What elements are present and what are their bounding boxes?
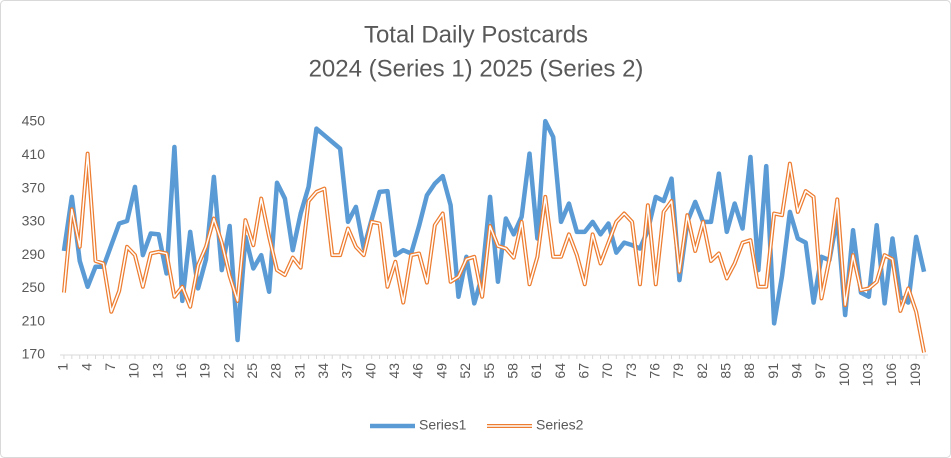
x-tick-label: 10 <box>126 363 142 379</box>
x-tick-label: 22 <box>220 363 236 379</box>
x-tick-label: 88 <box>741 363 757 379</box>
x-tick-label: 61 <box>528 363 544 379</box>
x-tick-label: 4 <box>78 363 94 371</box>
x-tick-label: 49 <box>433 363 449 379</box>
x-tick-label: 67 <box>575 363 591 379</box>
y-tick-label: 330 <box>22 213 46 229</box>
x-tick-label: 7 <box>102 363 118 371</box>
x-tick-label: 43 <box>386 363 402 379</box>
x-tick-label: 73 <box>623 363 639 379</box>
x-tick-label: 55 <box>481 363 497 379</box>
x-tick-label: 79 <box>670 363 686 379</box>
chart-title: Total Daily Postcards <box>364 21 588 48</box>
y-tick-label: 370 <box>22 179 46 195</box>
x-tick-label: 31 <box>291 363 307 379</box>
x-tick-label: 82 <box>694 363 710 379</box>
x-tick-label: 85 <box>717 363 733 379</box>
x-tick-label: 13 <box>149 363 165 379</box>
x-tick-label: 34 <box>315 363 331 379</box>
y-tick-label: 170 <box>22 346 46 362</box>
y-tick-label: 410 <box>22 146 46 162</box>
x-tick-label: 76 <box>646 363 662 379</box>
x-tick-label: 97 <box>812 363 828 379</box>
series-line-inner <box>63 152 925 353</box>
y-tick-label: 450 <box>22 113 46 129</box>
y-tick-label: 290 <box>22 246 46 262</box>
x-tick-label: 1 <box>55 363 71 371</box>
legend-label: Series1 <box>419 417 467 433</box>
x-tick-label: 37 <box>339 363 355 379</box>
x-tick-label: 70 <box>599 363 615 379</box>
x-tick-label: 94 <box>789 363 805 379</box>
x-tick-label: 16 <box>173 363 189 379</box>
x-tick-label: 25 <box>244 363 260 379</box>
y-tick-label: 210 <box>22 312 46 328</box>
x-tick-label: 91 <box>765 363 781 379</box>
chart-subtitle: 2024 (Series 1) 2025 (Series 2) <box>309 55 644 82</box>
x-tick-label: 100 <box>836 363 852 387</box>
legend-label: Series2 <box>536 417 584 433</box>
x-tick-label: 106 <box>883 363 899 387</box>
x-tick-label: 40 <box>362 363 378 379</box>
x-tick-label: 52 <box>457 363 473 379</box>
x-tick-label: 46 <box>410 363 426 379</box>
x-tick-label: 28 <box>268 363 284 379</box>
x-tick-label: 103 <box>860 363 876 387</box>
x-tick-label: 64 <box>552 363 568 379</box>
x-tick-label: 109 <box>907 363 923 387</box>
y-tick-label: 250 <box>22 279 46 295</box>
x-tick-label: 58 <box>504 363 520 379</box>
x-tick-label: 19 <box>197 363 213 379</box>
